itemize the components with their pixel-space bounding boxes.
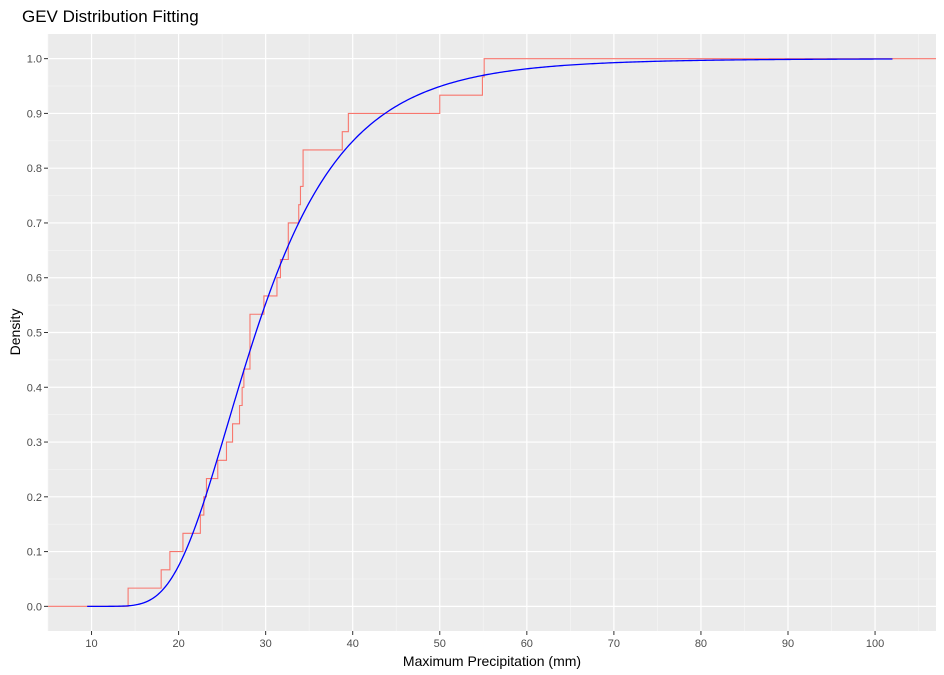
x-tick-label: 90	[782, 638, 794, 650]
x-tick-label: 60	[521, 638, 533, 650]
y-tick-label: 0.7	[27, 218, 42, 230]
y-tick-label: 0.2	[27, 492, 42, 504]
x-tick-label: 100	[866, 638, 884, 650]
x-tick-label: 70	[608, 638, 620, 650]
empirical-cdf-line	[48, 58, 936, 607]
chart-title: GEV Distribution Fitting	[22, 7, 199, 26]
x-axis-ticks: 10 20 30 40 50 60 70 80 90 100	[85, 631, 884, 650]
y-tick-label: 0.3	[27, 437, 42, 449]
y-axis-title: Density	[7, 309, 23, 356]
y-tick-label: 1.0	[27, 54, 42, 66]
x-axis-title: Maximum Precipitation (mm)	[403, 653, 581, 669]
x-tick-label: 50	[434, 638, 446, 650]
y-tick-label: 0.9	[27, 108, 42, 120]
x-tick-label: 10	[85, 638, 97, 650]
y-tick-label: 0.4	[27, 382, 42, 394]
y-tick-label: 0.8	[27, 163, 42, 175]
series-layer	[48, 58, 936, 607]
y-tick-label: 0.1	[27, 547, 42, 559]
y-tick-label: 0.0	[27, 601, 42, 613]
y-tick-label: 0.6	[27, 273, 42, 285]
x-tick-label: 20	[172, 638, 184, 650]
gev-fit-cdf-line	[87, 58, 893, 607]
y-axis-ticks: 0.0 0.1 0.2 0.3 0.4 0.5 0.6 0.7 0.8 0.9 1.0	[27, 54, 48, 613]
y-tick-label: 0.5	[27, 328, 42, 340]
x-tick-label: 80	[695, 638, 707, 650]
x-tick-label: 40	[347, 638, 359, 650]
x-tick-label: 30	[260, 638, 272, 650]
